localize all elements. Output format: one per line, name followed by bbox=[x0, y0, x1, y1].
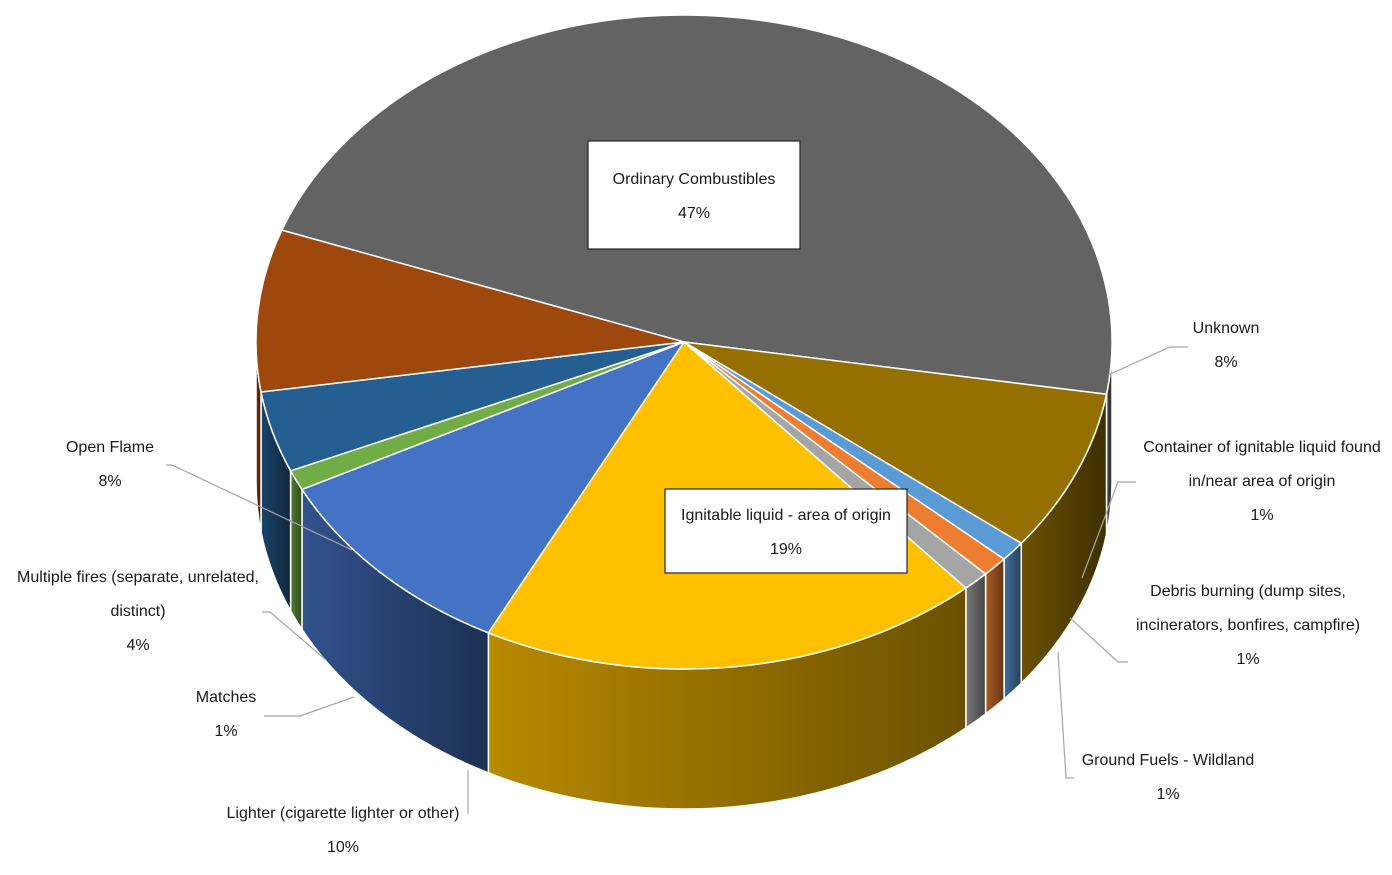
data-label-6: Lighter (cigarette lighter or other) 10% bbox=[227, 805, 460, 856]
slice-percent: 47% bbox=[678, 205, 710, 222]
slice-name: Ordinary Combustibles bbox=[613, 171, 776, 188]
slice-name: Lighter (cigarette lighter or other) bbox=[227, 805, 460, 822]
slice-labels: Ordinary Combustibles 47% Unknown 8% Contain… bbox=[17, 140, 1381, 856]
slice-percent: 1% bbox=[1250, 507, 1273, 524]
leader-line bbox=[166, 464, 353, 551]
slice-name: incinerators, bonfires, campfire) bbox=[1136, 617, 1360, 634]
slice-percent: 19% bbox=[770, 541, 802, 558]
slice-name: Multiple fires (separate, unrelated, bbox=[17, 569, 259, 586]
pie-slice-6 bbox=[301, 341, 685, 634]
pie-wall-3 bbox=[984, 558, 1005, 715]
leader-line bbox=[1081, 481, 1136, 579]
slice-percent: 10% bbox=[327, 839, 359, 856]
slice-percent: 1% bbox=[214, 723, 237, 740]
data-label-7: Matches 1% bbox=[196, 689, 256, 740]
slice-name: in/near area of origin bbox=[1189, 473, 1336, 490]
leader-line bbox=[1057, 651, 1074, 779]
pie-wall-7 bbox=[289, 470, 303, 631]
pie-wall-4 bbox=[965, 573, 987, 729]
data-label-4: Ground Fuels - Wildland 1% bbox=[1082, 752, 1255, 803]
slice-name: Ignitable liquid - area of origin bbox=[681, 507, 891, 524]
pie-slice-9 bbox=[255, 229, 685, 393]
pie-slice-1 bbox=[683, 341, 1108, 545]
data-label-9: Open Flame 8% bbox=[66, 439, 154, 490]
slice-percent: 8% bbox=[98, 473, 121, 490]
slice-name: Open Flame bbox=[66, 439, 154, 456]
slice-name: distinct) bbox=[110, 603, 165, 620]
leader-line bbox=[1069, 617, 1128, 663]
data-label-8: Multiple fires (separate, unrelated, dist… bbox=[17, 569, 259, 654]
slice-percent: 8% bbox=[1214, 354, 1237, 371]
data-label-3: Debris burning (dump sites, incinerators,… bbox=[1136, 583, 1360, 668]
data-label-1: Unknown 8% bbox=[1193, 320, 1260, 371]
data-label-2: Container of ignitable liquid found in/ne… bbox=[1143, 439, 1381, 524]
leader-line bbox=[1107, 346, 1188, 376]
label-leader-lines bbox=[166, 346, 1188, 814]
slice-name: Ground Fuels - Wildland bbox=[1082, 752, 1255, 769]
slice-name: Debris burning (dump sites, bbox=[1150, 583, 1346, 600]
pie-side-walls bbox=[255, 341, 1113, 810]
slice-name: Container of ignitable liquid found bbox=[1143, 439, 1381, 456]
leader-line bbox=[262, 611, 327, 661]
slice-name: Matches bbox=[196, 689, 256, 706]
slice-percent: 4% bbox=[126, 637, 149, 654]
data-label-box bbox=[587, 140, 801, 250]
data-label-box bbox=[664, 488, 908, 574]
pie-wall-2 bbox=[1003, 542, 1023, 700]
slice-name: Unknown bbox=[1193, 320, 1260, 337]
slice-percent: 1% bbox=[1236, 651, 1259, 668]
slice-percent: 1% bbox=[1156, 786, 1179, 803]
data-label-0: Ordinary Combustibles 47% bbox=[613, 171, 776, 222]
leader-line bbox=[264, 696, 355, 717]
data-label-5: Ignitable liquid - area of origin 19% bbox=[681, 507, 891, 558]
